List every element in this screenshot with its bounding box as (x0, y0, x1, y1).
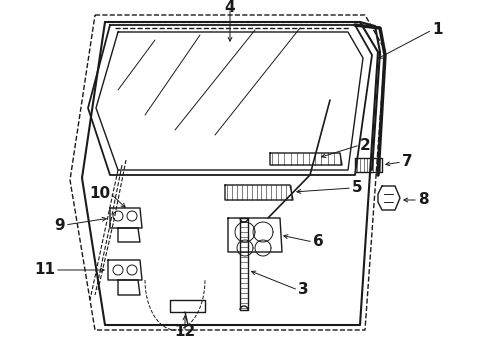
Text: 7: 7 (402, 154, 413, 170)
Text: 11: 11 (34, 262, 55, 278)
Text: 6: 6 (313, 234, 324, 249)
Text: 4: 4 (225, 0, 235, 15)
Text: 10: 10 (89, 185, 110, 201)
Text: 12: 12 (174, 324, 196, 339)
Text: 9: 9 (54, 217, 65, 233)
Text: 1: 1 (432, 22, 442, 37)
Text: 2: 2 (360, 138, 371, 153)
Text: 8: 8 (418, 193, 429, 207)
Text: 5: 5 (352, 180, 363, 195)
Text: 3: 3 (298, 283, 309, 297)
